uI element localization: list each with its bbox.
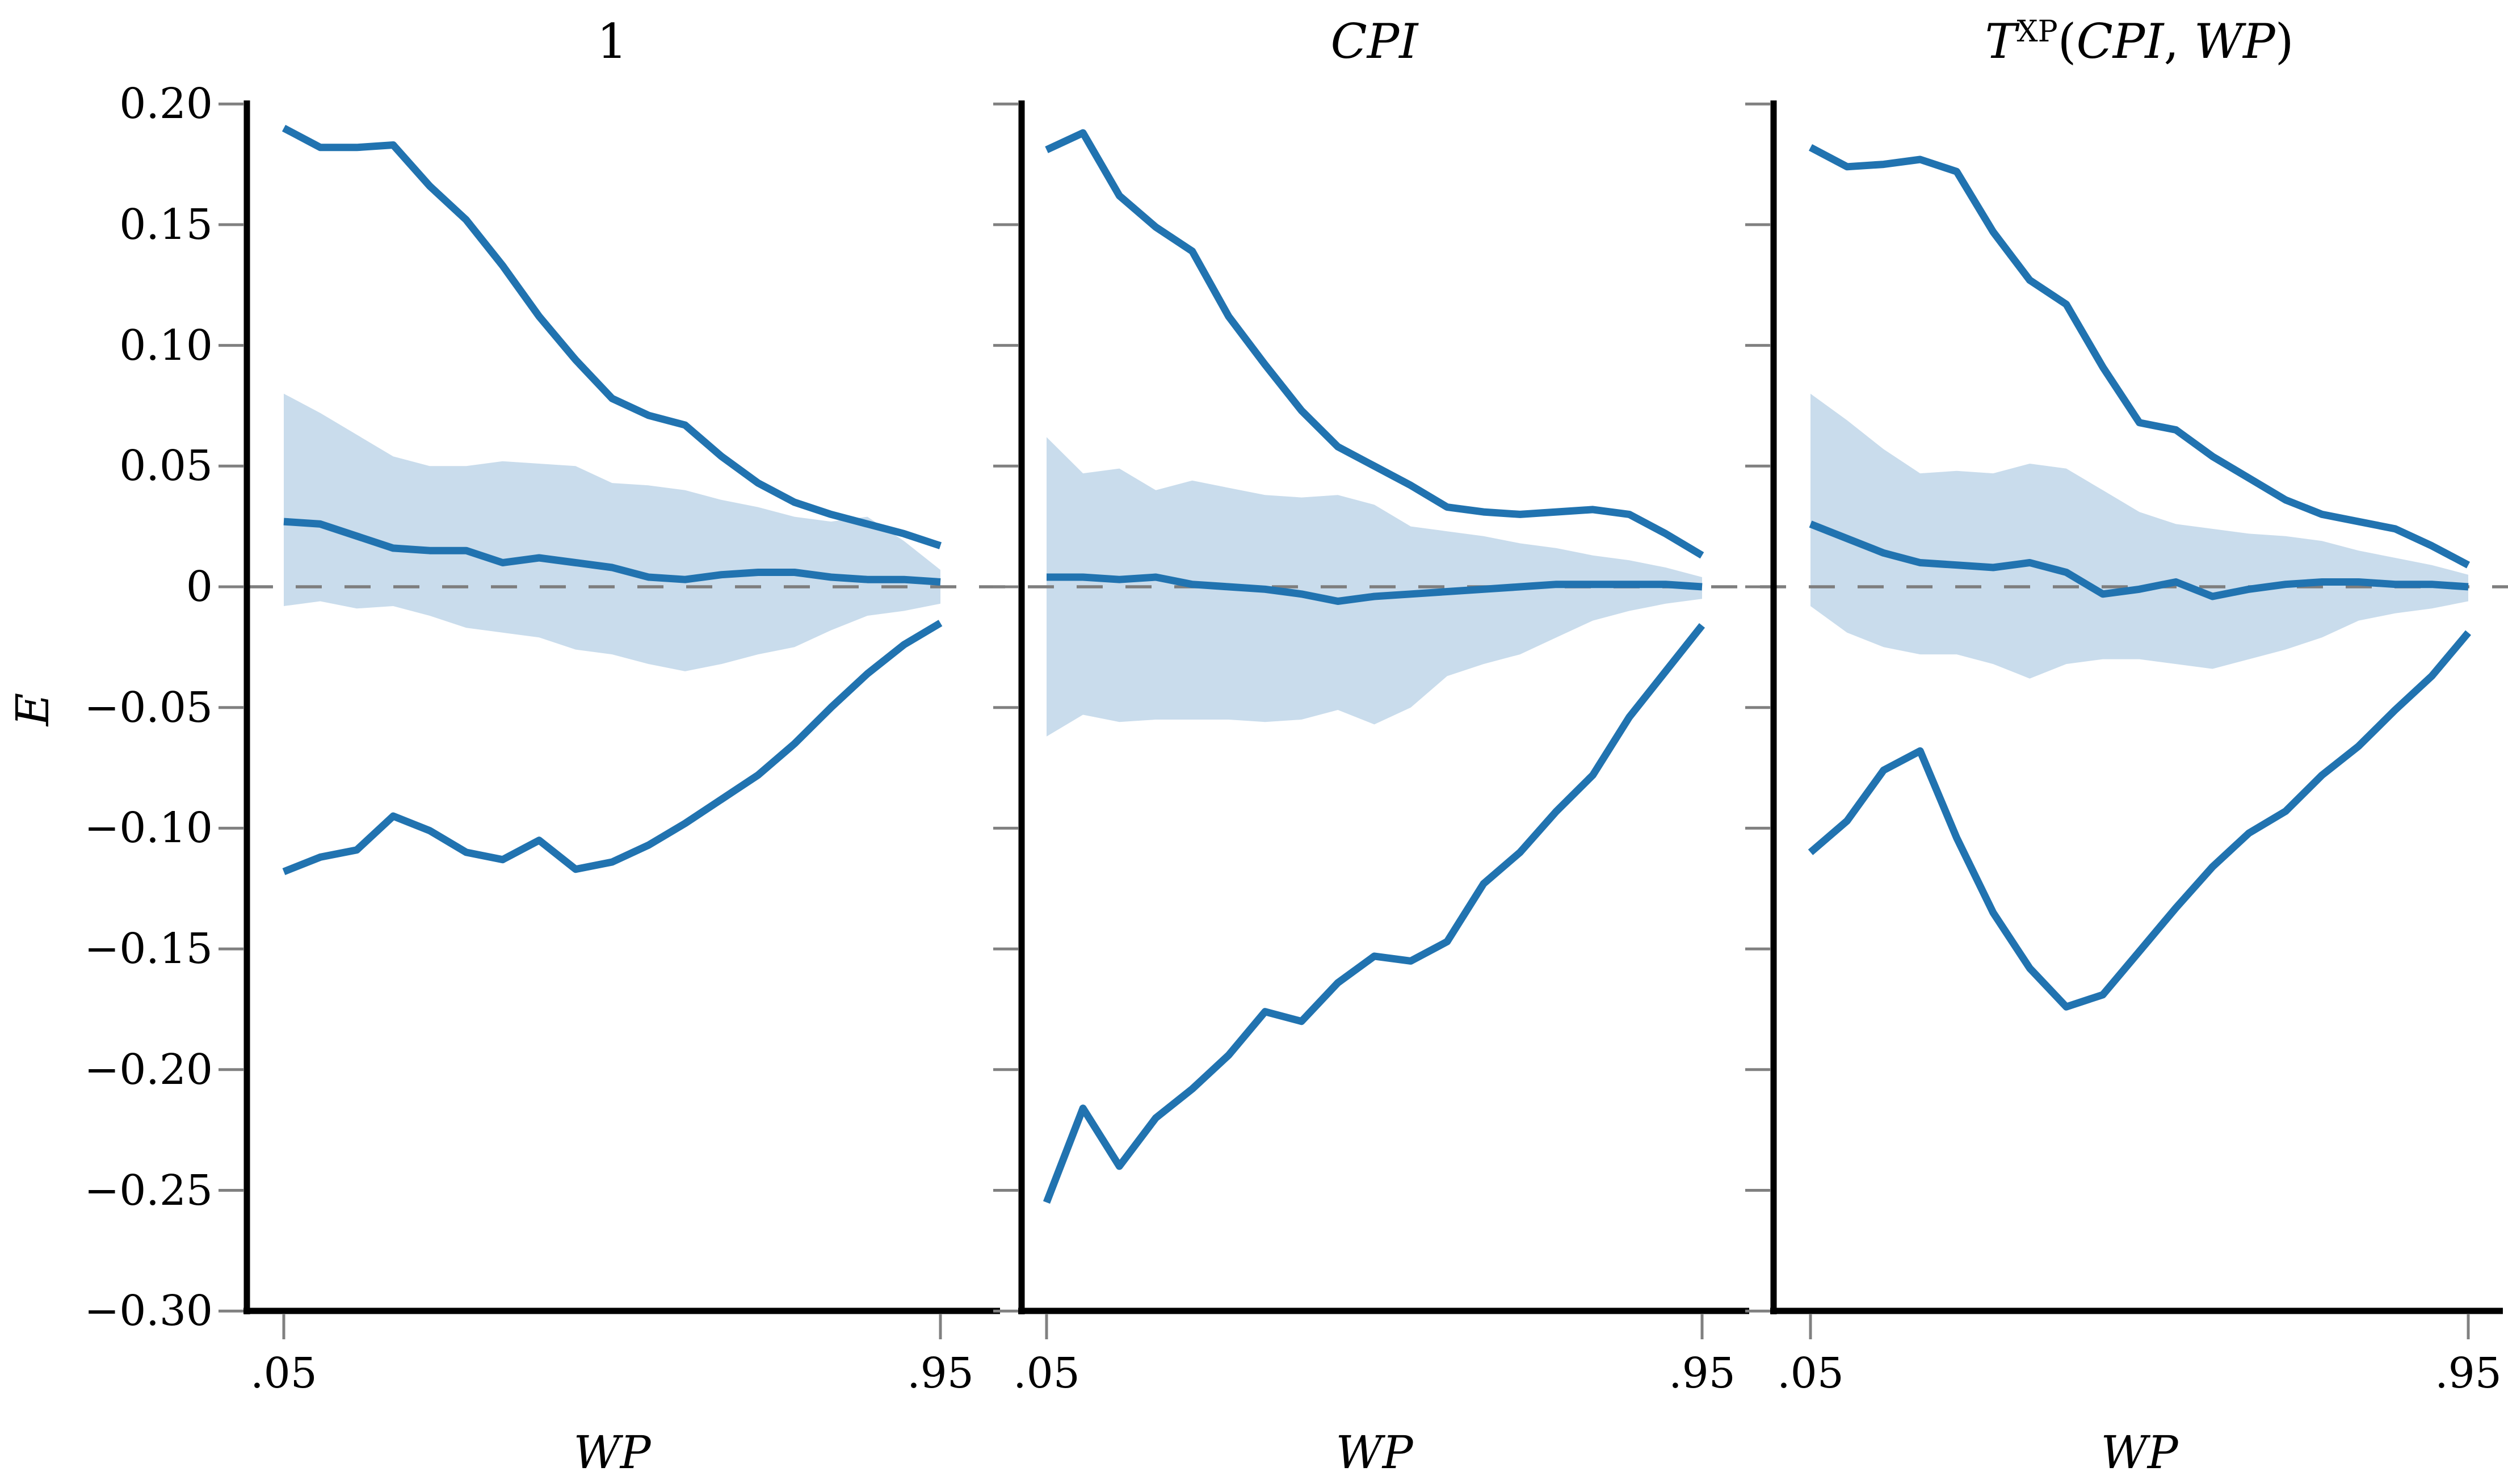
panel-1-confidence-band (284, 393, 940, 671)
panel-3-point-estimate-line (1809, 520, 2469, 600)
panel-3-confidence-band (1810, 393, 2468, 679)
y-tick-label: 0.05 (119, 442, 213, 491)
x-axis-title: WP (573, 1426, 651, 1479)
x-axis-title: WP (2100, 1426, 2178, 1479)
title-text: CPI (2076, 14, 2164, 69)
y-tick-label: 0.15 (119, 200, 213, 249)
title-text: XP (2017, 15, 2058, 49)
title-text: ( (2057, 14, 2077, 69)
panel-3-lower-ci-line (1808, 630, 2471, 1011)
title-text: WP (2179, 14, 2275, 69)
title-text: CPI (1330, 14, 1418, 69)
x-tick-label: .05 (1777, 1349, 1844, 1398)
x-tick-label: .05 (1013, 1349, 1080, 1398)
x-axis-title: WP (1335, 1426, 1413, 1479)
y-tick-label: 0.20 (119, 79, 213, 129)
x-tick-label: .95 (907, 1349, 974, 1398)
y-tick-label: −0.15 (84, 924, 213, 974)
x-tick-label: .05 (250, 1349, 317, 1398)
plot-canvas (219, 100, 2508, 1339)
title-text: ) (2275, 14, 2294, 69)
title-text: T (1985, 14, 2017, 69)
x-tick-label: .95 (1669, 1349, 1736, 1398)
y-tick-label: −0.30 (84, 1287, 213, 1336)
y-tick-label: −0.25 (84, 1166, 213, 1215)
y-tick-label: −0.10 (84, 804, 213, 853)
title-text: , (2163, 14, 2179, 69)
y-tick-label: 0.10 (119, 321, 213, 370)
panel-1-lower-ci-line (282, 620, 943, 876)
panel-1-upper-ci-line (282, 124, 942, 549)
panel-2-title: CPI (1034, 5, 1715, 78)
x-tick-label: .95 (2435, 1349, 2502, 1398)
panel-2-lower-ci-line (1043, 623, 1705, 1204)
y-tick-label: −0.05 (84, 683, 213, 732)
quantile-coefficient-figure: 1 CPI TXP(CPI, WP) E 0.20 0.15 0.10 0.05 0 −0… (6, 5, 2508, 1479)
title-text: 1 (596, 14, 628, 69)
panel-3-title: TXP(CPI, WP) (1799, 5, 2480, 78)
panel-1-title: 1 (272, 5, 953, 78)
y-tick-label: −0.20 (84, 1045, 213, 1094)
panel-1-point-estimate-line (283, 518, 941, 586)
panel-3-upper-ci-line (1808, 144, 2471, 569)
panel-2-upper-ci-line (1045, 129, 1704, 559)
y-tick-label: 0 (186, 562, 213, 611)
panel-2-point-estimate-line (1047, 573, 1703, 605)
